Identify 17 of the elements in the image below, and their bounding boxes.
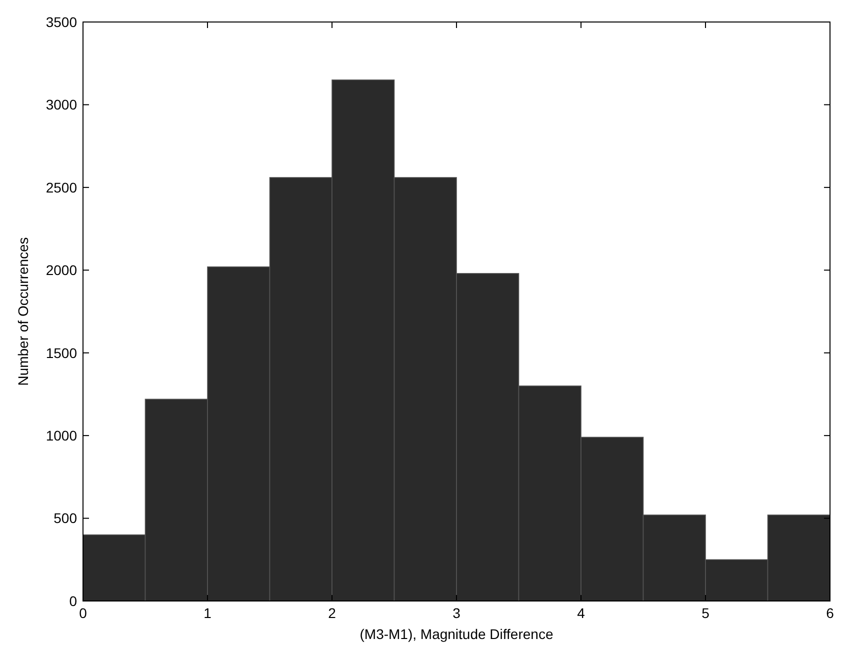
y-tick-label: 3000 bbox=[46, 96, 78, 113]
x-tick-label: 3 bbox=[452, 605, 461, 621]
y-tick-label: 1500 bbox=[46, 344, 78, 361]
y-tick-label: 2500 bbox=[46, 179, 78, 196]
x-tick-label: 0 bbox=[79, 605, 88, 621]
y-tick-label: 3500 bbox=[46, 14, 78, 30]
y-tick-label: 1000 bbox=[46, 427, 78, 444]
x-tick-label: 5 bbox=[702, 605, 710, 621]
x-tick-label: 1 bbox=[204, 605, 212, 621]
y-tick-label: 500 bbox=[54, 510, 78, 526]
y-tick-label: 0 bbox=[69, 592, 78, 609]
x-tick-label: 2 bbox=[328, 605, 336, 621]
y-tick-label: 2000 bbox=[46, 262, 78, 278]
x-tick-label: 4 bbox=[577, 605, 586, 621]
y-axis-title: Number of Occurrences bbox=[15, 237, 31, 386]
x-tick-label: 6 bbox=[826, 605, 834, 621]
x-axis-title: (M3-M1), Magnitude Difference bbox=[360, 626, 554, 642]
